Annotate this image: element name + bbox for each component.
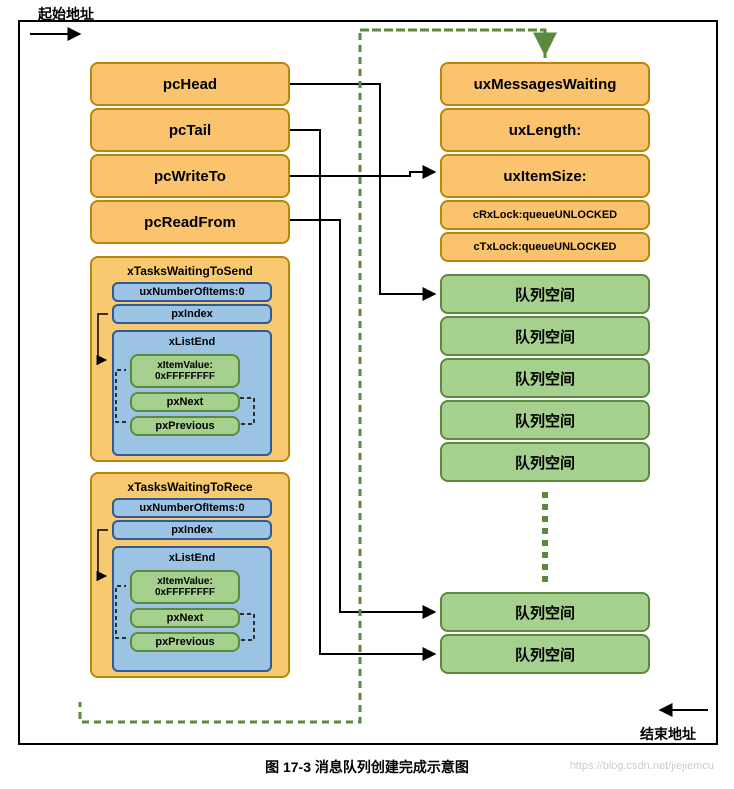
recv-num: uxNumberOfItems:0 bbox=[112, 498, 272, 518]
watermark: https://blog.csdn.net/jiejiemcu bbox=[570, 760, 714, 772]
diagram-frame: 起始地址 结束地址 pcHead pcTail pcWriteTo pcRead… bbox=[18, 20, 718, 745]
send-pxNext: pxNext bbox=[130, 392, 240, 412]
send-container: xTasksWaitingToSend uxNumberOfItems:0 px… bbox=[90, 256, 290, 462]
send-pxPrev: pxPrevious bbox=[130, 416, 240, 436]
queue-ellipsis bbox=[542, 492, 548, 582]
queue-space-2: 队列空间 bbox=[440, 358, 650, 398]
recv-xListEnd-lbl: xListEnd bbox=[169, 552, 215, 564]
start-addr-label: 起始地址 bbox=[38, 4, 94, 24]
box-uxMsg: uxMessagesWaiting bbox=[440, 62, 650, 106]
recv-pxPrev: pxPrevious bbox=[130, 632, 240, 652]
queue-space-1: 队列空间 bbox=[440, 316, 650, 356]
box-pcHead: pcHead bbox=[90, 62, 290, 106]
queue-space-4: 队列空间 bbox=[440, 442, 650, 482]
box-uxLen: uxLength: bbox=[440, 108, 650, 152]
box-cRx: cRxLock:queueUNLOCKED bbox=[440, 200, 650, 230]
box-cTx: cTxLock:queueUNLOCKED bbox=[440, 232, 650, 262]
send-xItemVal: xItemValue: 0xFFFFFFFF bbox=[130, 354, 240, 388]
box-pcTail: pcTail bbox=[90, 108, 290, 152]
recv-pxNext: pxNext bbox=[130, 608, 240, 628]
box-pcWriteTo: pcWriteTo bbox=[90, 154, 290, 198]
send-pxIndex: pxIndex bbox=[112, 304, 272, 324]
queue-space-6: 队列空间 bbox=[440, 634, 650, 674]
recv-title: xTasksWaitingToRece bbox=[92, 480, 288, 494]
box-pcReadFrom: pcReadFrom bbox=[90, 200, 290, 244]
recv-pxIndex: pxIndex bbox=[112, 520, 272, 540]
queue-space-5: 队列空间 bbox=[440, 592, 650, 632]
send-xListEnd-lbl: xListEnd bbox=[169, 336, 215, 348]
recv-container: xTasksWaitingToRece uxNumberOfItems:0 px… bbox=[90, 472, 290, 678]
box-uxItem: uxItemSize: bbox=[440, 154, 650, 198]
send-num: uxNumberOfItems:0 bbox=[112, 282, 272, 302]
queue-space-3: 队列空间 bbox=[440, 400, 650, 440]
queue-space-0: 队列空间 bbox=[440, 274, 650, 314]
recv-xItemVal: xItemValue: 0xFFFFFFFF bbox=[130, 570, 240, 604]
end-addr-label: 结束地址 bbox=[640, 724, 696, 744]
send-title: xTasksWaitingToSend bbox=[92, 264, 288, 278]
